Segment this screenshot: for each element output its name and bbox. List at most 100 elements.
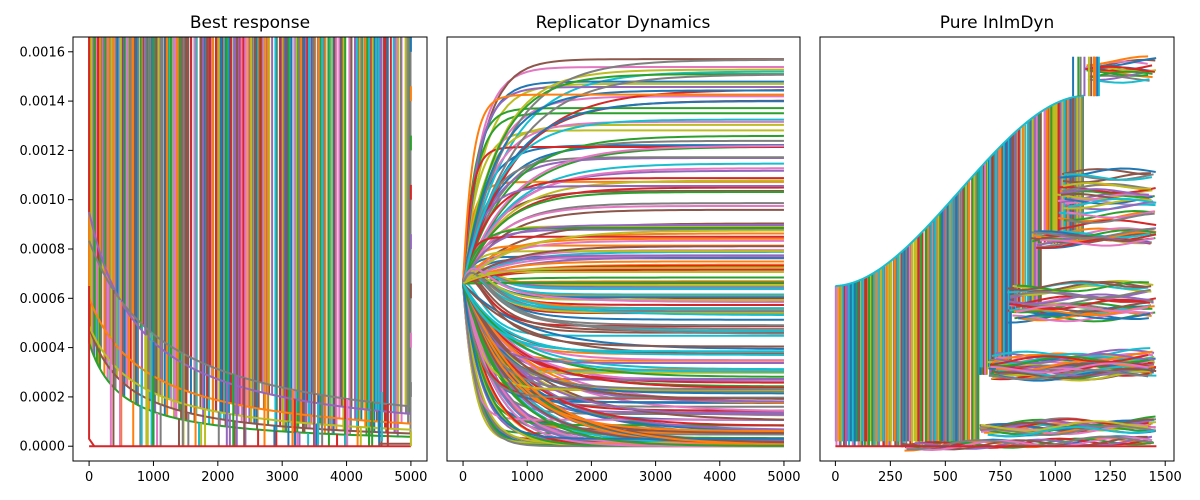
series-line xyxy=(462,235,784,284)
series-line xyxy=(462,283,784,440)
series-line xyxy=(462,283,784,447)
series-line xyxy=(1068,197,1157,208)
series-line xyxy=(462,283,784,446)
series-line xyxy=(1066,190,1155,198)
x-tick-label: 1000 xyxy=(137,470,170,485)
axes-frame xyxy=(72,36,428,462)
envelope-curve xyxy=(88,240,412,408)
x-tick-label: 1500 xyxy=(1149,470,1182,485)
axis-ticks: 0 250 500 750 1000 1250 1500 xyxy=(831,461,1182,485)
series-line xyxy=(88,285,96,447)
axis-ticks: 0 1000 2000 3000 4000 5000 0.0000 0.0002 0.0004 0… xyxy=(20,45,428,485)
x-tick-label: 5000 xyxy=(767,470,800,485)
series-line xyxy=(997,367,1157,380)
series-line xyxy=(462,245,784,285)
x-tick-label: 250 xyxy=(878,470,903,485)
panel-title: Best response xyxy=(190,13,310,33)
series-line xyxy=(1040,227,1155,239)
x-tick-label: 500 xyxy=(933,470,958,485)
series-line xyxy=(462,224,784,284)
series-line xyxy=(1019,280,1152,292)
series-line xyxy=(462,156,784,284)
x-tick-label: 3000 xyxy=(266,470,299,485)
series-line xyxy=(1066,212,1155,224)
series-line xyxy=(462,266,784,285)
x-tick-label: 5000 xyxy=(394,470,427,485)
y-tick-label: 0.0012 xyxy=(20,144,66,159)
panel-best-response: Best response 0 1000 2000 3000 4000 5000 0.000… xyxy=(20,13,428,485)
x-tick-label: 2000 xyxy=(575,470,608,485)
x-tick-label: 4000 xyxy=(330,470,363,485)
series-line xyxy=(463,281,784,285)
series-line xyxy=(1063,210,1152,222)
x-tick-label: 1000 xyxy=(1039,470,1072,485)
y-tick-label: 0.0000 xyxy=(20,440,66,455)
axes-frame xyxy=(446,36,801,462)
panel-title: Replicator Dynamics xyxy=(536,13,711,33)
series-line xyxy=(1063,173,1153,181)
series-line xyxy=(1063,181,1152,190)
series-line xyxy=(462,89,784,284)
series-line xyxy=(1058,186,1156,194)
series-line xyxy=(1012,311,1154,323)
series-line xyxy=(1031,227,1155,240)
series-line xyxy=(462,239,784,285)
series-line xyxy=(462,93,784,284)
series-line xyxy=(462,190,784,284)
series-line xyxy=(1066,210,1155,219)
axis-ticks: 0 1000 2000 3000 4000 5000 xyxy=(459,461,801,485)
x-tick-label: 0 xyxy=(831,470,839,485)
y-tick-label: 0.0010 xyxy=(20,193,66,208)
series-line xyxy=(462,283,784,353)
series-group xyxy=(834,55,1157,452)
series-line xyxy=(462,73,784,284)
series-line xyxy=(1009,288,1151,299)
series-line xyxy=(987,426,1155,438)
series-line xyxy=(462,112,784,284)
envelope-curve xyxy=(88,211,411,415)
series-line xyxy=(989,369,1148,381)
series-line xyxy=(990,362,1149,374)
series-line xyxy=(462,267,784,304)
series-line xyxy=(462,283,784,365)
series-line xyxy=(1011,302,1153,314)
series-line xyxy=(462,283,784,356)
y-tick-label: 0.0008 xyxy=(20,243,66,258)
series-line xyxy=(979,424,1157,436)
x-tick-label: 4000 xyxy=(703,470,736,485)
envelope-curve xyxy=(88,325,411,431)
series-line xyxy=(1058,167,1156,179)
series-line xyxy=(1039,237,1155,247)
series-line xyxy=(989,354,1149,366)
series-line xyxy=(462,177,784,284)
panel-replicator-dynamics: Replicator Dynamics 0 1000 2000 3000 4000 500… xyxy=(446,13,801,485)
series-line xyxy=(462,118,784,284)
y-tick-label: 0.0014 xyxy=(20,95,66,110)
series-line xyxy=(462,144,784,284)
series-line xyxy=(462,270,784,285)
panel-pure-inimdyn: Pure InImDyn 0 250 500 750 1000 1250 1500 xyxy=(819,13,1182,485)
panel-title: Pure InImDyn xyxy=(940,13,1055,33)
x-tick-label: 1000 xyxy=(511,470,544,485)
series-line xyxy=(462,134,784,284)
axes-frame xyxy=(819,36,1175,462)
x-tick-label: 1250 xyxy=(1094,470,1127,485)
y-tick-label: 0.0002 xyxy=(20,390,66,405)
y-tick-label: 0.0004 xyxy=(20,341,66,356)
y-tick-label: 0.0016 xyxy=(20,45,66,60)
series-line xyxy=(1060,188,1149,196)
series-line xyxy=(462,283,784,400)
series-line xyxy=(1090,70,1153,79)
series-line xyxy=(1015,304,1149,314)
y-tick-label: 0.0006 xyxy=(20,292,66,307)
series-line xyxy=(462,283,784,446)
series-line xyxy=(462,276,784,348)
series-group xyxy=(462,58,784,448)
envelope-curve xyxy=(88,297,411,425)
series-line xyxy=(989,355,1149,368)
series-line xyxy=(905,436,1153,451)
series-line xyxy=(980,420,1149,432)
series-group xyxy=(88,37,412,448)
x-tick-label: 2000 xyxy=(201,470,234,485)
series-line xyxy=(462,282,784,350)
